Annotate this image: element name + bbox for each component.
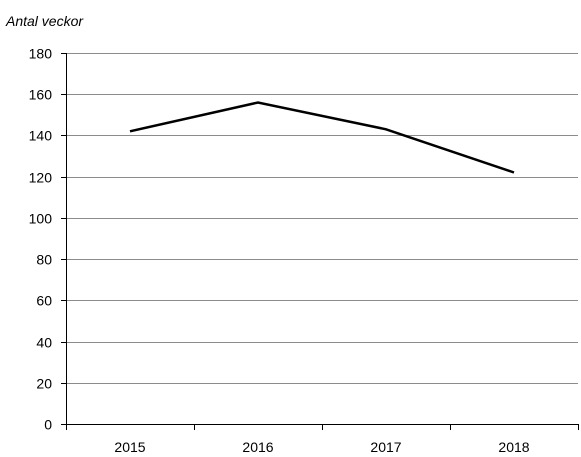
- y-tick-label-80: 80: [36, 252, 52, 268]
- y-tick-label-0: 0: [44, 417, 52, 433]
- axes: [61, 53, 579, 430]
- y-tick-label-20: 20: [36, 376, 52, 392]
- x-tick-label-2015: 2015: [114, 439, 145, 455]
- x-tick-label-2018: 2018: [498, 439, 529, 455]
- series-line-0: [129, 101, 515, 174]
- grid-lines: [66, 53, 578, 384]
- y-tick-labels: 0 20 40 60 80 100 120 140 160 180: [29, 46, 53, 433]
- x-tick-labels: 2015 2016 2017 2018: [114, 439, 529, 455]
- data-series: [129, 101, 515, 174]
- y-tick-label-40: 40: [36, 335, 52, 351]
- y-axis-title: Antal veckor: [5, 13, 84, 29]
- x-tick-label-2017: 2017: [370, 439, 401, 455]
- y-tick-label-180: 180: [29, 46, 53, 62]
- x-tick-label-2016: 2016: [242, 439, 273, 455]
- y-tick-label-160: 160: [29, 87, 53, 103]
- y-tick-label-140: 140: [29, 128, 53, 144]
- y-tick-label-60: 60: [36, 293, 52, 309]
- y-tick-label-120: 120: [29, 170, 53, 186]
- y-tick-label-100: 100: [29, 211, 53, 227]
